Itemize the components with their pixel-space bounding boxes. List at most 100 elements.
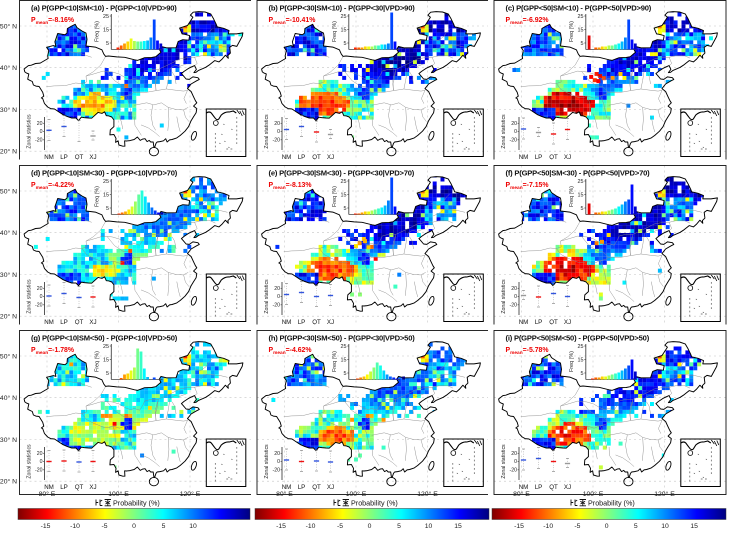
svg-text:50° N: 50° N — [0, 187, 17, 195]
svg-text:Pmean=-6.92%: Pmean=-6.92% — [506, 17, 549, 26]
svg-text:10: 10 — [661, 523, 669, 530]
svg-text:15: 15 — [341, 357, 347, 363]
svg-text:XJ: XJ — [564, 154, 571, 161]
svg-text:-20: -20 — [510, 138, 518, 144]
svg-text:100° E: 100° E — [346, 490, 367, 498]
svg-text:Freq (%): Freq (%) — [332, 351, 338, 372]
svg-text:80° E: 80° E — [276, 490, 293, 498]
svg-text:25: 25 — [103, 14, 109, 20]
svg-text:Probability (%): Probability (%) — [113, 499, 160, 508]
svg-text:XJ: XJ — [89, 319, 96, 326]
svg-text:5: 5 — [581, 206, 584, 212]
svg-text:120° E: 120° E — [417, 490, 438, 498]
svg-text:XJ: XJ — [89, 154, 96, 161]
svg-text:LP: LP — [298, 484, 306, 491]
svg-text:-20: -20 — [510, 303, 518, 309]
svg-text:100° E: 100° E — [583, 490, 604, 498]
svg-text:15: 15 — [690, 523, 698, 530]
svg-text:NM: NM — [282, 484, 292, 491]
svg-text:20: 20 — [274, 451, 280, 457]
svg-text:NM: NM — [44, 484, 54, 491]
svg-text:Freq (%): Freq (%) — [332, 21, 338, 42]
svg-text:QT: QT — [549, 154, 558, 161]
svg-text:-20: -20 — [273, 138, 281, 144]
svg-text:50° N: 50° N — [0, 352, 17, 360]
svg-text:Zonal statistics: Zonal statistics — [501, 279, 507, 314]
svg-text:NM: NM — [44, 319, 54, 326]
svg-text:20: 20 — [37, 121, 43, 127]
svg-text:Freq (%): Freq (%) — [569, 21, 575, 42]
svg-text:LP: LP — [298, 319, 306, 326]
svg-text:QT: QT — [75, 484, 84, 491]
svg-text:20: 20 — [274, 286, 280, 292]
svg-text:Pmean=-8.16%: Pmean=-8.16% — [31, 17, 74, 26]
svg-text:Pmean=-4.22%: Pmean=-4.22% — [31, 182, 74, 191]
svg-text:20: 20 — [37, 451, 43, 457]
svg-text:5: 5 — [581, 371, 584, 377]
svg-text:5: 5 — [344, 371, 347, 377]
svg-text:30° N: 30° N — [0, 436, 17, 444]
svg-text:15: 15 — [103, 27, 109, 33]
svg-text:15: 15 — [578, 27, 584, 33]
svg-text:(e) P(GPP<30|SM<30) - P(GPP<30: (e) P(GPP<30|SM<30) - P(GPP<30|VPD>70) — [269, 169, 415, 178]
svg-text:NM: NM — [282, 154, 292, 161]
svg-text:XJ: XJ — [89, 484, 96, 491]
svg-text:40° N: 40° N — [0, 64, 17, 72]
svg-text:5: 5 — [397, 523, 401, 530]
svg-text:-15: -15 — [514, 523, 524, 530]
svg-text:QT: QT — [549, 484, 558, 491]
svg-text:Zonal statistics: Zonal statistics — [501, 114, 507, 149]
svg-text:20: 20 — [511, 451, 517, 457]
svg-text:25: 25 — [341, 179, 347, 185]
svg-text:0: 0 — [368, 523, 372, 530]
svg-text:XJ: XJ — [564, 484, 571, 491]
svg-text:NM: NM — [282, 319, 292, 326]
svg-text:Zonal statistics: Zonal statistics — [501, 444, 507, 479]
svg-text:-20: -20 — [273, 468, 281, 474]
svg-text:(b) P(GPP<30|SM<10) - P(GPP<30: (b) P(GPP<30|SM<10) - P(GPP<30|VPD>90) — [269, 4, 416, 13]
svg-text:QT: QT — [75, 319, 84, 326]
svg-text:15: 15 — [103, 357, 109, 363]
svg-text:Zonal statistics: Zonal statistics — [27, 279, 33, 314]
svg-text:25: 25 — [103, 179, 109, 185]
svg-text:Freq (%): Freq (%) — [95, 21, 101, 42]
svg-text:Zonal statistics: Zonal statistics — [264, 279, 270, 314]
svg-text:0: 0 — [40, 459, 43, 465]
svg-text:(i) P(GPP<50|SM<50) - P(GPP<50: (i) P(GPP<50|SM<50) - P(GPP<50|VPD>50) — [506, 334, 650, 343]
svg-text:LP: LP — [60, 154, 68, 161]
svg-text:QT: QT — [549, 319, 558, 326]
svg-text:20: 20 — [511, 286, 517, 292]
svg-text:0: 0 — [277, 459, 280, 465]
svg-text:25: 25 — [341, 14, 347, 20]
svg-text:Zonal statistics: Zonal statistics — [27, 114, 33, 149]
svg-text:15: 15 — [341, 192, 347, 198]
svg-text:XJ: XJ — [327, 484, 334, 491]
svg-text:LP: LP — [535, 484, 543, 491]
svg-text:20° N: 20° N — [0, 313, 17, 321]
svg-text:20° N: 20° N — [0, 148, 17, 156]
svg-text:Probability (%): Probability (%) — [351, 499, 398, 508]
svg-text:NM: NM — [519, 154, 529, 161]
svg-text:Pmean=-5.78%: Pmean=-5.78% — [506, 347, 549, 356]
svg-text:40° N: 40° N — [0, 394, 17, 402]
svg-text:Zonal statistics: Zonal statistics — [264, 114, 270, 149]
svg-text:20: 20 — [511, 121, 517, 127]
svg-text:15: 15 — [578, 192, 584, 198]
svg-text:NM: NM — [519, 484, 529, 491]
svg-text:-20: -20 — [35, 138, 43, 144]
svg-text:10: 10 — [189, 523, 197, 530]
svg-text:LP: LP — [298, 154, 306, 161]
svg-text:25: 25 — [578, 344, 584, 350]
svg-text:LP: LP — [60, 319, 68, 326]
svg-text:LP: LP — [535, 319, 543, 326]
svg-text:-5: -5 — [574, 523, 580, 530]
svg-text:XJ: XJ — [327, 319, 334, 326]
svg-text:Freq (%): Freq (%) — [95, 186, 101, 207]
svg-text:5: 5 — [106, 41, 109, 47]
svg-text:50° N: 50° N — [0, 22, 17, 30]
svg-text:-20: -20 — [273, 303, 281, 309]
svg-text:0: 0 — [40, 294, 43, 300]
svg-text:NM: NM — [44, 154, 54, 161]
svg-text:QT: QT — [312, 154, 321, 161]
svg-text:0: 0 — [277, 294, 280, 300]
